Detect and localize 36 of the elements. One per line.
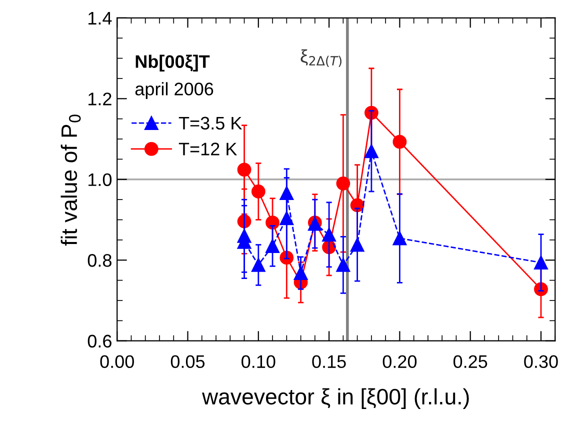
x-tick-label: 0.00 — [100, 355, 134, 368]
annotation: Nb[00ξ]T — [136, 54, 210, 72]
x-tick-label: 0.05 — [170, 355, 205, 368]
ref-line-label: ξ$_{2Δ(T)}$ — [300, 49, 342, 68]
y-tick-label: 1.0 — [88, 173, 112, 186]
point — [392, 231, 407, 246]
y-tick-label: 1.2 — [88, 92, 112, 106]
point — [336, 176, 350, 190]
point — [336, 258, 350, 272]
x-tick-label: 0.20 — [382, 355, 417, 368]
y-axis-title: fit value of P$_{0}$ — [60, 114, 81, 246]
point — [251, 258, 266, 272]
point — [350, 198, 364, 212]
point — [280, 186, 294, 200]
point — [322, 228, 336, 242]
point — [266, 216, 280, 230]
point — [294, 266, 308, 280]
x-tick-label: 0.30 — [524, 355, 558, 368]
legend-label: T=12 K — [178, 142, 238, 156]
point — [350, 238, 364, 252]
annotation: april 2006 — [135, 82, 214, 99]
y-tick-label: 0.8 — [88, 254, 112, 267]
legend-label: T=3.5 K — [178, 116, 242, 130]
y-tick-label: 1.4 — [88, 12, 112, 24]
point — [280, 211, 294, 226]
x-tick-label: 0.25 — [453, 355, 488, 368]
x-tick-label: 0.15 — [312, 355, 346, 368]
point — [392, 134, 407, 149]
x-tick-label: 0.10 — [242, 355, 276, 368]
y-tick-label: 0.6 — [88, 334, 112, 348]
point — [534, 256, 548, 270]
x-axis-title: wavevector ξ in [ξ00] (r.l.u.) — [202, 388, 469, 409]
point — [266, 239, 280, 253]
point — [251, 184, 266, 198]
point — [364, 144, 378, 158]
point — [237, 162, 252, 177]
